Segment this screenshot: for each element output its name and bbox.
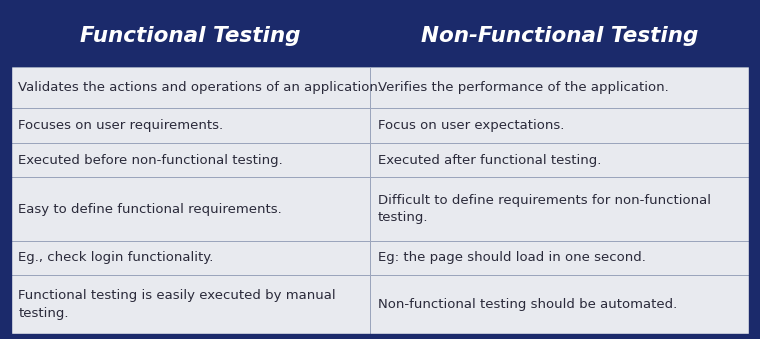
- Bar: [370, 275, 749, 334]
- Text: Executed after functional testing.: Executed after functional testing.: [378, 154, 601, 167]
- Bar: [11, 177, 370, 241]
- Bar: [11, 5, 749, 67]
- Bar: [370, 143, 749, 177]
- Text: Executed before non-functional testing.: Executed before non-functional testing.: [18, 154, 283, 167]
- Bar: [11, 241, 370, 275]
- Text: Easy to define functional requirements.: Easy to define functional requirements.: [18, 202, 282, 216]
- Text: Difficult to define requirements for non-functional
testing.: Difficult to define requirements for non…: [378, 194, 711, 224]
- Text: Functional testing is easily executed by manual
testing.: Functional testing is easily executed by…: [18, 290, 336, 320]
- Bar: [370, 108, 749, 143]
- Bar: [370, 177, 749, 241]
- Text: Non-functional testing should be automated.: Non-functional testing should be automat…: [378, 298, 677, 311]
- Text: Functional Testing: Functional Testing: [80, 26, 301, 46]
- Text: Verifies the performance of the application.: Verifies the performance of the applicat…: [378, 81, 669, 94]
- Text: Non-Functional Testing: Non-Functional Testing: [421, 26, 698, 46]
- Bar: [11, 108, 370, 143]
- Text: Eg: the page should load in one second.: Eg: the page should load in one second.: [378, 252, 645, 264]
- Text: Validates the actions and operations of an application.: Validates the actions and operations of …: [18, 81, 382, 94]
- Text: Focus on user expectations.: Focus on user expectations.: [378, 119, 564, 132]
- Bar: [11, 67, 370, 108]
- Text: Eg., check login functionality.: Eg., check login functionality.: [18, 252, 214, 264]
- Bar: [11, 143, 370, 177]
- Text: Focuses on user requirements.: Focuses on user requirements.: [18, 119, 223, 132]
- Bar: [370, 67, 749, 108]
- Bar: [370, 241, 749, 275]
- Bar: [11, 275, 370, 334]
